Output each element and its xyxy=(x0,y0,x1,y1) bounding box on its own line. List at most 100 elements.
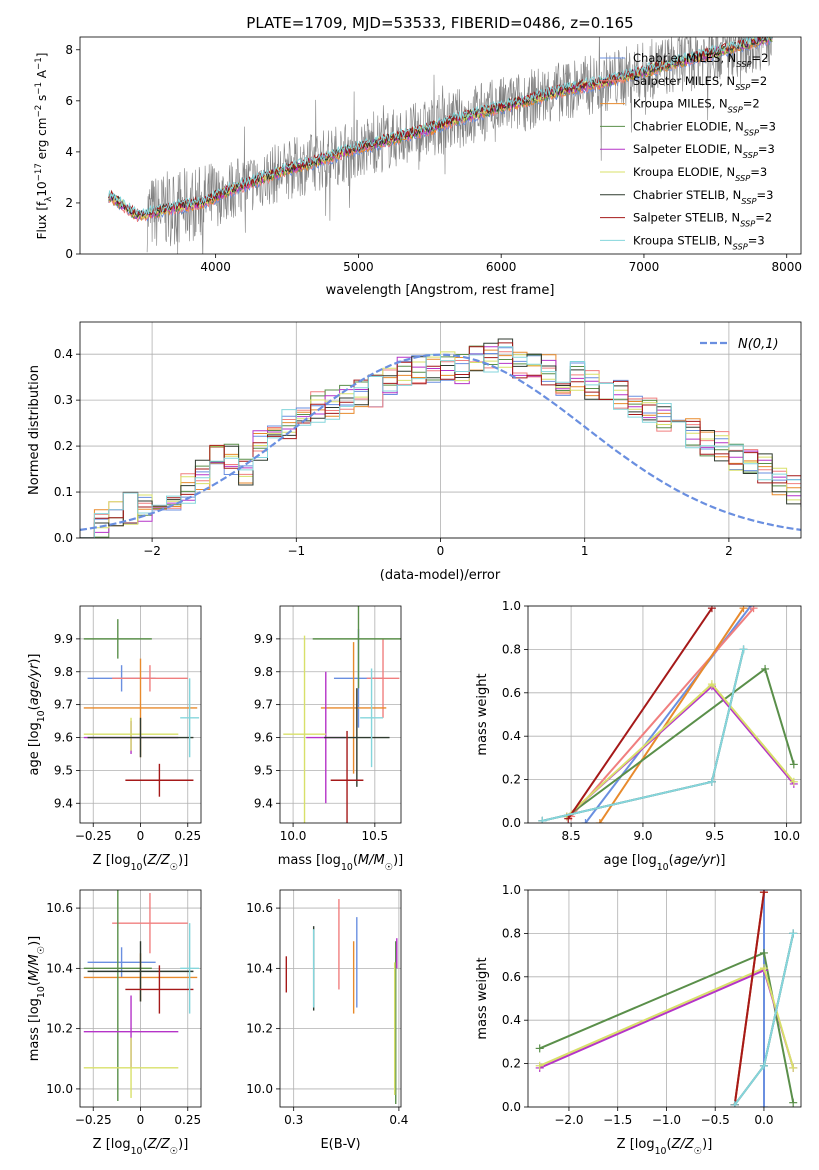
x-tick-label: −0.25 xyxy=(75,1113,112,1127)
x-tick-label: −1.5 xyxy=(603,1113,632,1127)
x-axis-label: age [log10(age/yr)] xyxy=(603,853,725,873)
age-vs-Z-axes: −0.25 0 0.25 9.4 9.5 9.6 9.7 9.8 9.9 Z [log10(Z/Z… xyxy=(27,605,202,873)
x-tick-label: 4000 xyxy=(200,260,231,274)
y-tick-label: 9.6 xyxy=(54,731,73,745)
weight-line xyxy=(598,607,745,823)
y-tick-label: 0.0 xyxy=(54,531,73,545)
y-tick-label: 0.4 xyxy=(54,347,73,361)
plot-area xyxy=(538,606,798,823)
spectrum-axes: 4000 5000 6000 7000 8000 0 2 4 6 8 wavelength [Ang… xyxy=(34,36,802,298)
legend-label: Salpeter STELIB, NSSP=2 xyxy=(633,211,772,229)
axes-frame xyxy=(79,321,802,539)
y-tick-label: 0.0 xyxy=(502,816,521,830)
axes-frame xyxy=(79,605,202,824)
y-tick-label: 10.0 xyxy=(46,1082,73,1096)
histogram-step xyxy=(80,345,801,538)
plots-layer: 4000 5000 6000 7000 8000 0 2 4 6 8 wavelength [Ang… xyxy=(27,36,802,1157)
x-axis-label: Z [log10(Z/Z☉)] xyxy=(93,853,189,873)
plot-area xyxy=(283,606,401,823)
x-tick-label: 9.0 xyxy=(633,829,652,843)
x-tick-label: 9.5 xyxy=(705,829,724,843)
x-axis-label: wavelength [Angstrom, rest frame] xyxy=(326,283,555,298)
mass-vs-Z-axes: −0.25 0 0.25 10.0 10.2 10.4 10.6 Z [log10(Z/Z☉)… xyxy=(27,889,202,1157)
x-tick-label: −1.0 xyxy=(652,1113,681,1127)
y-axis-label: mass weight xyxy=(475,673,490,755)
x-tick-label: 6000 xyxy=(486,260,517,274)
axes-frame xyxy=(279,605,402,824)
y-tick-label: 0.4 xyxy=(502,1013,521,1027)
grid xyxy=(280,890,401,1107)
histogram-axes: −2 −1 0 1 2 0.0 0.1 0.2 0.3 0.4 (data-model)/error… xyxy=(27,321,802,583)
x-tick-label: 10.0 xyxy=(280,829,307,843)
plot-area xyxy=(83,890,200,1101)
y-tick-label: 0 xyxy=(65,247,73,261)
y-tick-label: 8 xyxy=(65,43,73,57)
y-tick-label: 9.7 xyxy=(254,698,273,712)
y-tick-label: 0.2 xyxy=(502,1057,521,1071)
legend-label: N(0,1) xyxy=(738,337,779,352)
data-spectrum xyxy=(146,37,772,254)
y-tick-label: 10.6 xyxy=(246,901,273,915)
legend-label: Kroupa STELIB, NSSP=3 xyxy=(633,233,765,251)
y-tick-label: 0.6 xyxy=(502,970,521,984)
y-tick-label: 0.3 xyxy=(54,393,73,407)
x-tick-label: 5000 xyxy=(343,260,374,274)
plot-area xyxy=(535,890,798,1107)
x-tick-label: 10.5 xyxy=(361,829,388,843)
grid xyxy=(528,605,801,824)
x-axis-label: mass [log10(M/M☉)] xyxy=(278,853,404,873)
y-tick-label: 4 xyxy=(65,145,73,159)
x-tick-label: 8.5 xyxy=(562,829,581,843)
weight-line xyxy=(566,684,795,818)
y-tick-label: 0.1 xyxy=(54,485,73,499)
y-tick-label: 9.5 xyxy=(254,763,273,777)
y-tick-label: 9.6 xyxy=(254,731,273,745)
mass-vs-ebv-axes: 0.3 0.4 10.0 10.2 10.4 10.6 E(B-V) xyxy=(246,889,408,1152)
figure-title: PLATE=1709, MJD=53533, FIBERID=0486, z=0… xyxy=(246,14,633,32)
y-axis-label: Normed distribution xyxy=(27,365,42,495)
x-tick-label: 1 xyxy=(581,544,589,558)
x-axis-label: Z [log10(Z/Z☉)] xyxy=(617,1137,713,1157)
plot-area xyxy=(285,899,398,1104)
x-tick-label: 0.0 xyxy=(754,1113,773,1127)
plot-area xyxy=(83,619,200,797)
y-tick-label: 10.0 xyxy=(246,1082,273,1096)
x-tick-label: 0 xyxy=(137,1113,145,1127)
y-tick-label: 1.0 xyxy=(502,599,521,613)
legend-label: Salpeter ELODIE, NSSP=3 xyxy=(633,142,775,160)
y-tick-label: 9.4 xyxy=(254,796,273,810)
histogram-step xyxy=(80,349,801,538)
legend: Chabrier MILES, NSSP=2 Salpeter MILES, NS… xyxy=(600,51,776,251)
x-tick-label: −2 xyxy=(143,544,161,558)
grid xyxy=(280,606,401,823)
y-tick-label: 10.6 xyxy=(46,901,73,915)
weight-vs-Z-axes: −2.0 −1.5 −1.0 −0.5 0.0 0.0 0.2 0.4 0.6 0.8 1.0 Z [… xyxy=(475,883,802,1157)
x-tick-label: −1 xyxy=(287,544,305,558)
plot-area xyxy=(108,37,773,254)
weight-line xyxy=(733,892,765,1105)
legend-label: Chabrier MILES, NSSP=2 xyxy=(633,51,768,69)
y-tick-label: 9.7 xyxy=(54,698,73,712)
axes-frame xyxy=(79,889,202,1108)
histogram-step xyxy=(80,347,801,538)
x-tick-label: −0.25 xyxy=(75,829,112,843)
x-axis-label: E(B-V) xyxy=(320,1137,360,1152)
y-tick-label: 6 xyxy=(65,94,73,108)
age-vs-mass-axes: 10.0 10.5 9.4 9.5 9.6 9.7 9.8 9.9 mass [log10(M/… xyxy=(254,605,404,873)
x-tick-label: −0.5 xyxy=(701,1113,730,1127)
gaussian-curve xyxy=(80,353,801,531)
x-tick-label: 10.0 xyxy=(773,829,800,843)
plot-area xyxy=(80,338,801,538)
legend-label: Kroupa ELODIE, NSSP=3 xyxy=(633,165,767,183)
y-axis-label: mass weight xyxy=(475,957,490,1039)
y-axis-label: Flux [fλ10−17 erg cm−2 s−1 A−1] xyxy=(34,53,54,240)
y-tick-label: 9.8 xyxy=(254,665,273,679)
x-tick-label: 8000 xyxy=(771,260,802,274)
x-tick-label: 2 xyxy=(725,544,733,558)
weight-line xyxy=(567,607,713,820)
axes-frame xyxy=(279,889,402,1108)
legend-label: Kroupa MILES, NSSP=2 xyxy=(633,97,760,115)
y-tick-label: 2 xyxy=(65,196,73,210)
y-tick-label: 0.0 xyxy=(502,1100,521,1114)
